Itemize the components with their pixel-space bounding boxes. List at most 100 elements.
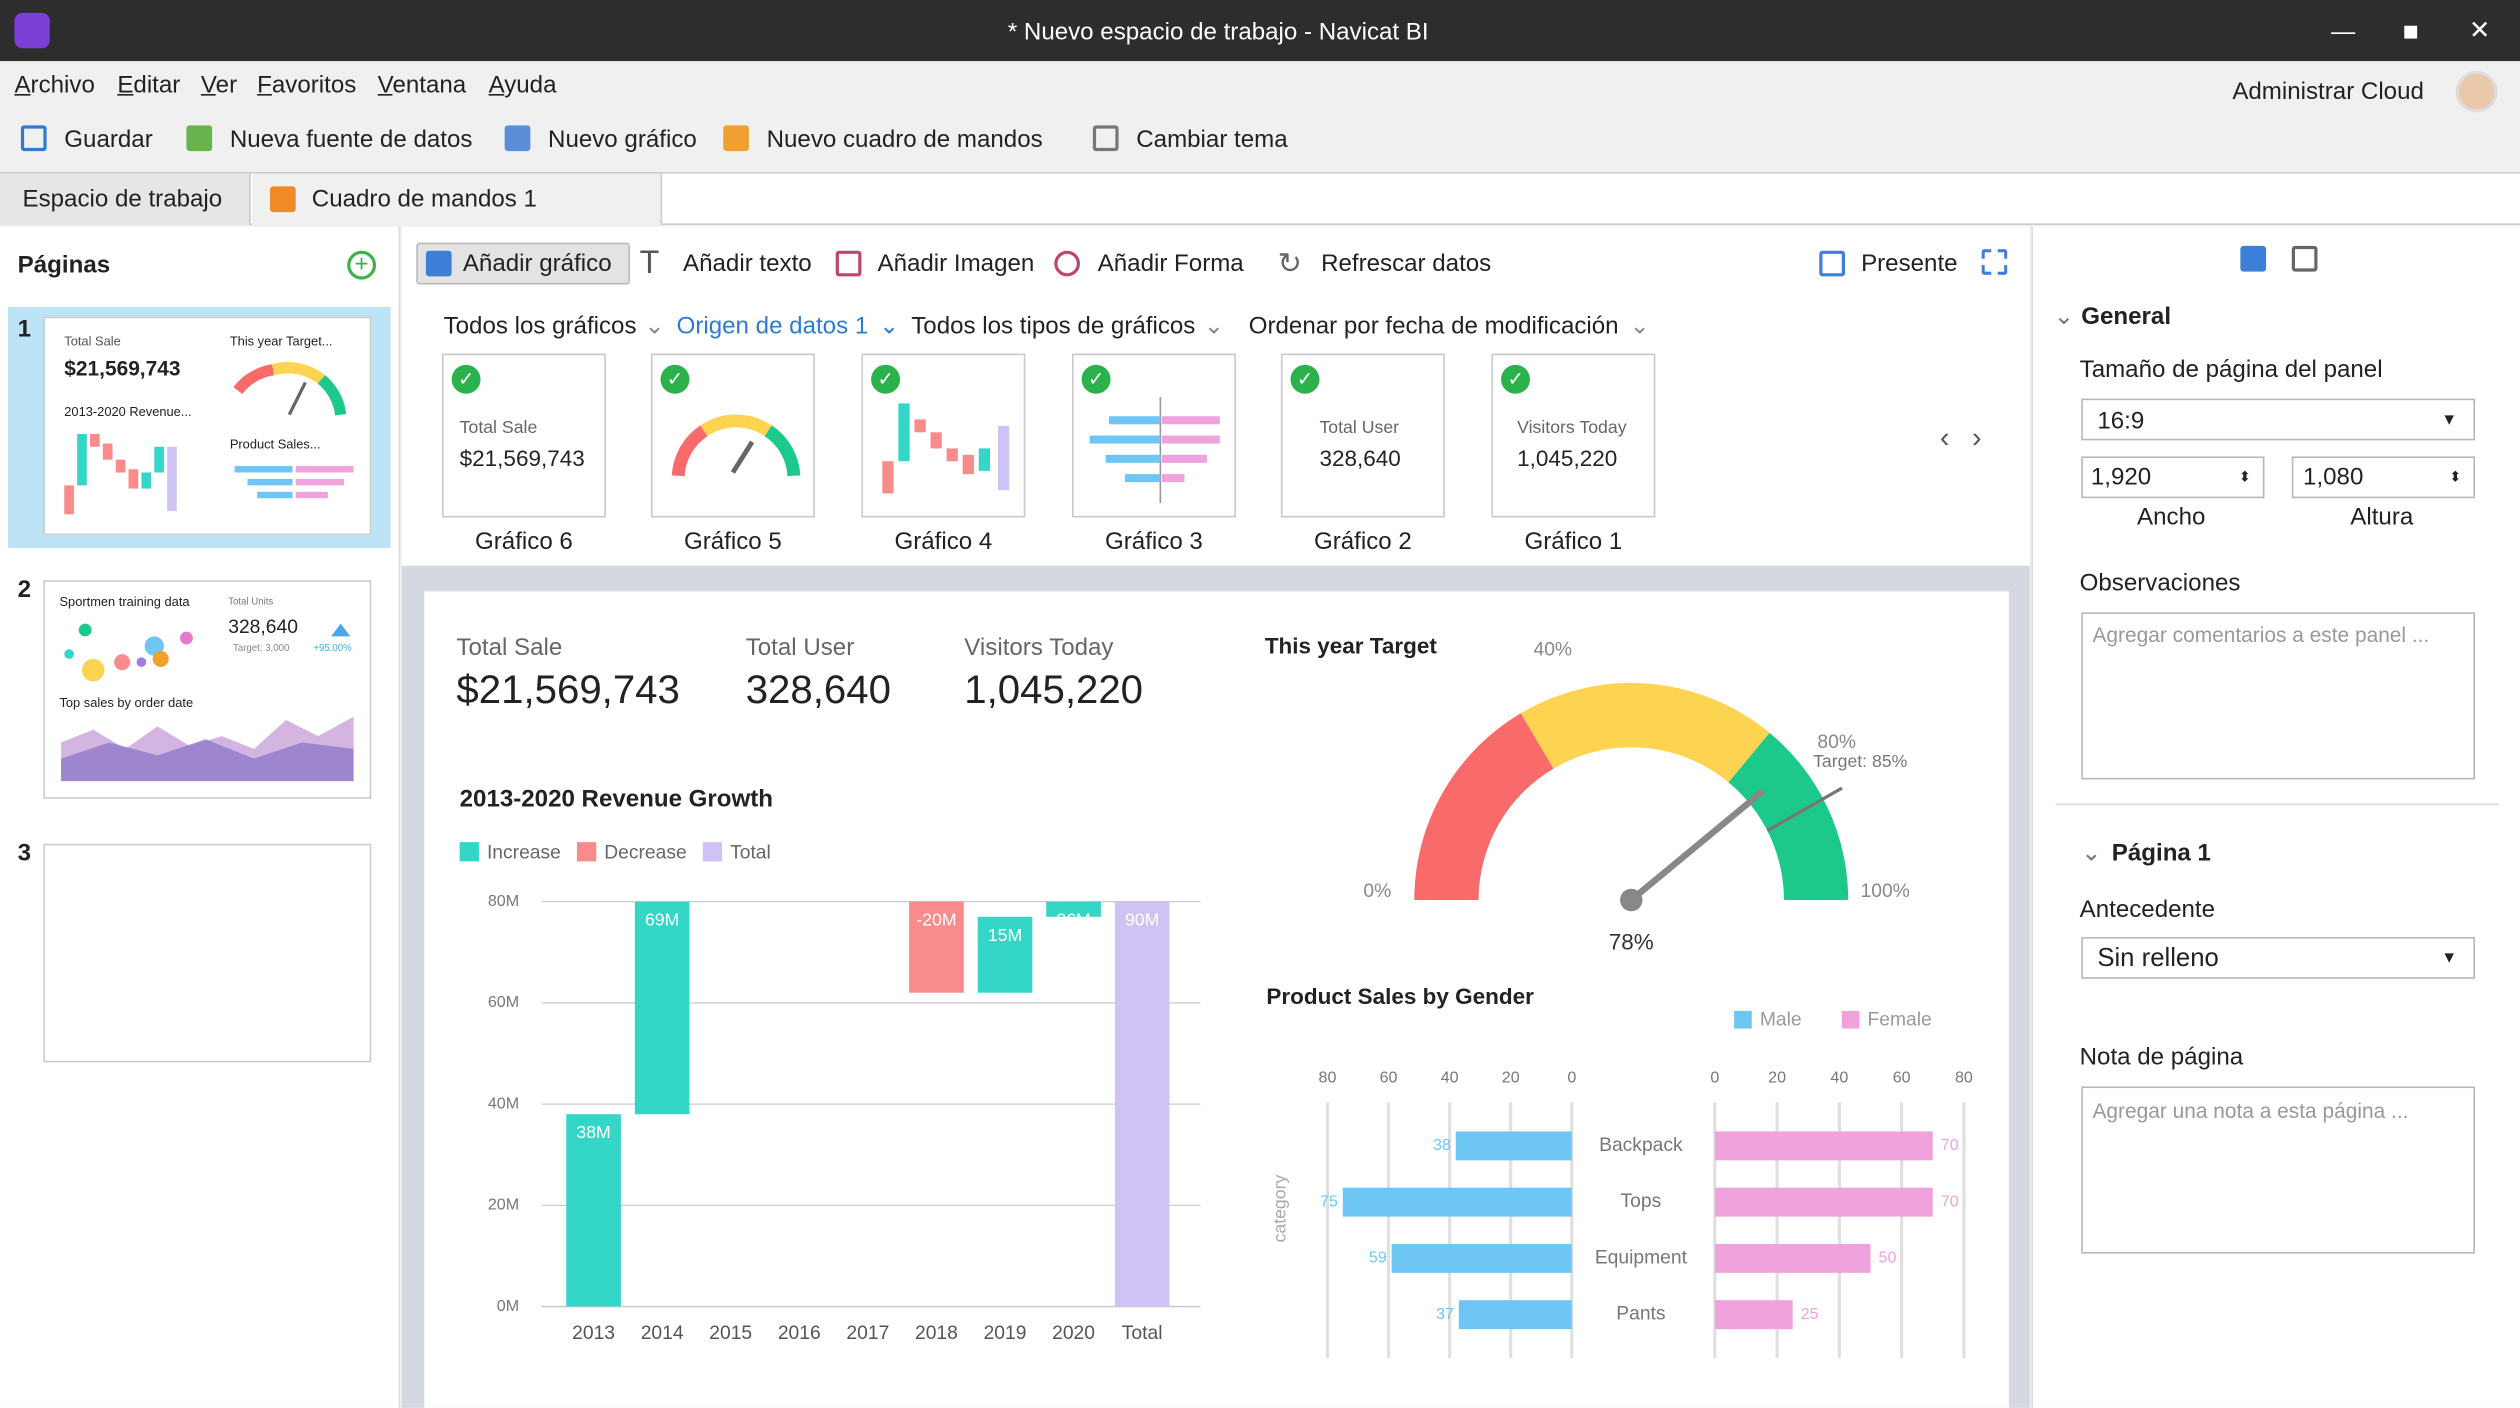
card-name: Gráfico 5 [683,527,782,556]
thumb-text: Total Units [228,597,274,608]
avatar[interactable] [2455,70,2498,113]
spinbox[interactable] [2291,456,2475,499]
menu-item[interactable]: Editar [117,71,181,99]
toolbar-button[interactable]: Nuevo gráfico [548,126,697,154]
collapse-icon[interactable]: ⌄ [2053,302,2075,331]
field-label: Nota de página [2079,1043,2244,1072]
add-page-button[interactable]: + [347,250,377,280]
page-number: 1 [17,315,32,344]
menu-item[interactable]: Archivo [14,71,95,99]
editor-button[interactable]: Añadir Forma [1097,249,1244,278]
section-title: Página 1 [2111,839,2211,868]
fullscreen-button[interactable] [1981,249,2008,275]
prev-button[interactable]: ‹ [1939,421,1950,454]
account-link[interactable]: Administrar Cloud [2232,77,2424,106]
card-name: Gráfico 1 [1524,527,1623,556]
select-value: 16:9 [2097,407,2145,435]
editor-button[interactable]: Añadir gráfico [462,249,612,278]
chart-card[interactable]: ✓ Total Sale $21,569,743 [441,353,606,518]
menu-item[interactable]: Ventana [377,71,467,99]
dropdown-arrow: ⌄ [879,312,900,340]
field-label: Ancho [2137,503,2206,532]
filter-dropdown[interactable]: Ordenar por fecha de modificación [1248,312,1619,340]
image-icon [835,250,862,277]
kpi-value: 1,045,220 [964,667,1144,713]
toolbar-button-active[interactable] [416,242,630,285]
spinbox[interactable] [2081,456,2265,499]
filter-dropdown[interactable]: Todos los gráficos [443,312,637,340]
check-icon: ✓ [660,364,690,394]
menu-item[interactable]: Ayuda [488,71,557,99]
card-name: Gráfico 2 [1313,527,1412,556]
chart-card[interactable]: ✓ [1071,353,1236,518]
shape-icon [1054,250,1080,277]
page-thumbnail[interactable] [43,316,372,536]
kpi-label: Total User [745,634,855,662]
page-thumbnail[interactable] [43,843,372,1063]
properties-tab[interactable] [2240,245,2267,272]
present-icon [1819,250,1845,277]
chart-card[interactable]: ✓ Total User 328,640 [1280,353,1445,518]
editor-button[interactable]: Presente [1861,249,1958,278]
check-icon: ✓ [1081,364,1111,394]
page-number: 2 [17,576,32,604]
textarea[interactable] [2081,612,2475,780]
save-icon [20,125,47,152]
menu-item[interactable]: Ver [200,71,238,99]
thumb-text: Total Sale [64,334,121,349]
tab-active[interactable]: Cuadro de mandos 1 [252,173,663,225]
card-art [1089,396,1220,504]
field-label: Altura [2350,503,2414,532]
card-label: Visitors Today [1517,418,1627,438]
field-label: Antecedente [2079,895,2216,924]
structure-tab[interactable] [2291,245,2318,272]
minimize-button[interactable]: — [2331,18,2356,46]
next-button[interactable]: › [1971,421,1982,454]
editor-button[interactable]: Refrescar datos [1321,249,1492,278]
card-label: Total Sale [459,418,538,438]
thumb-text: Top sales by order date [59,695,194,711]
tab[interactable]: Espacio de trabajo [0,173,251,225]
toolbar-button[interactable]: Nuevo cuadro de mandos [766,126,1043,154]
editor-button[interactable]: Añadir texto [683,249,812,278]
filter-dropdown[interactable]: Origen de datos 1 [676,312,869,340]
select-value: Sin relleno [2097,944,2219,973]
toolbar-button[interactable]: Guardar [64,126,153,154]
thumb-text: 328,640 [228,615,298,639]
menu-item[interactable]: Favoritos [257,71,357,99]
editor-button[interactable]: Añadir Imagen [877,249,1035,278]
datasource-icon [186,125,213,152]
check-icon: ✓ [871,364,900,394]
collapse-icon[interactable]: ⌄ [2081,839,2102,868]
properties-panel [2031,226,2520,1408]
textarea[interactable] [2081,1086,2475,1254]
card-value: $21,569,743 [459,445,585,471]
add-chart-icon [425,250,452,277]
chart-card[interactable]: ✓ [650,353,815,518]
close-button[interactable]: ✕ [2469,17,2491,45]
card-art [671,414,801,477]
kpi-value: 328,640 [745,667,891,713]
dropdown-arrow: ⌄ [644,312,665,340]
tab-icon [269,186,296,213]
thumb-text: Sportmen training data [59,594,190,610]
dropdown-arrow: ⌄ [1629,312,1650,340]
title-bar: * Nuevo espacio de trabajo - Navicat BI … [0,0,2520,62]
toolbar-button[interactable]: Cambiar tema [1136,126,1288,154]
filter-dropdown[interactable]: Todos los tipos de gráficos [911,312,1196,340]
spin-arrows: ⬍ [2449,468,2462,485]
chart-card[interactable]: ✓ [861,353,1026,518]
thumb-text: $21,569,743 [64,355,181,381]
app-icon [14,12,50,49]
theme-icon [1092,125,1119,152]
window-title: * Nuevo espacio de trabajo - Navicat BI [1007,18,1429,46]
toolbar-button[interactable]: Nueva fuente de datos [229,126,473,154]
select[interactable] [2081,398,2475,441]
chart-card[interactable]: ✓ Visitors Today 1,045,220 [1491,353,1656,518]
page-thumbnail[interactable] [43,580,372,799]
select[interactable] [2081,936,2475,979]
check-icon: ✓ [1290,364,1320,394]
maximize-button[interactable] [2404,25,2418,39]
kpi-label: Total Sale [456,634,563,662]
